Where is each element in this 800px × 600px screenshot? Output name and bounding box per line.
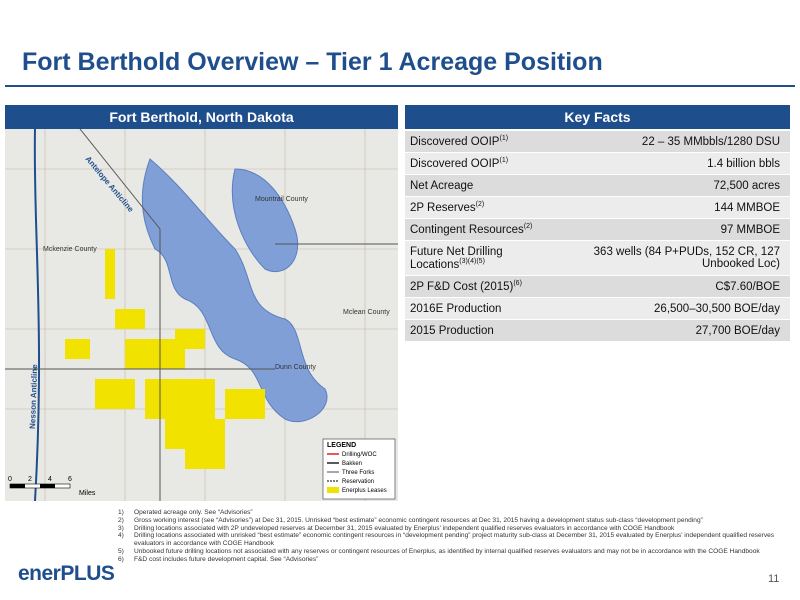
map-label: Mclean County	[343, 309, 390, 316]
map-label: Nesson Anticline	[28, 364, 39, 429]
fact-note: (2)	[523, 223, 533, 231]
scale-bar: Miles 0 2 4 6	[8, 476, 96, 497]
footnotes: 1) Operated acreage only. See “Advisories…	[118, 509, 788, 564]
facts-table: Discovered OOIP(1) 22 – 35 MMbbls/1280 DS…	[405, 131, 790, 342]
fact-value: 144 MMBOE	[714, 201, 780, 214]
fact-row: Discovered OOIP(1) 22 – 35 MMbbls/1280 DS…	[405, 131, 790, 153]
fact-value: 26,500–30,500 BOE/day	[654, 302, 780, 315]
facts-header: Key Facts	[405, 105, 790, 129]
fact-label: 2015 Production	[410, 325, 550, 337]
logo: enerPLUS	[18, 562, 115, 585]
fact-row: 2P Reserves(2) 144 MMBOE	[405, 197, 790, 219]
footnote-num: 4)	[118, 532, 124, 540]
fact-value: 27,700 BOE/day	[695, 324, 780, 337]
fact-value: 97 MMBOE	[720, 223, 780, 236]
fact-value: 72,500 acres	[713, 179, 781, 192]
footnote-text: Drilling locations associated with unris…	[134, 532, 775, 548]
fact-value: C$7.60/BOE	[715, 280, 780, 293]
fact-value: 22 – 35 MMbbls/1280 DSU	[641, 135, 780, 148]
footnote-text: Operated acreage only. See “Advisories”	[134, 509, 253, 516]
fact-value: 1.4 billion bbls	[707, 157, 780, 170]
fact-value: 363 wells (84 P+PUDs, 152 CR, 127 Unbook…	[593, 246, 780, 270]
map: Antelope Anticline Nesson Anticline Moun…	[5, 129, 398, 501]
footnote: 3) Drilling locations associated with 2P …	[118, 525, 788, 533]
fact-label: Future Net Drilling Locations(3)(4)(5)	[410, 246, 550, 271]
fact-label: Discovered OOIP(1)	[410, 157, 550, 170]
footnote-num: 3)	[118, 524, 124, 532]
fact-note: (3)(4)(5)	[459, 257, 485, 265]
footnote-num: 6)	[118, 555, 124, 563]
footnote-num: 5)	[118, 547, 124, 555]
fact-label: 2P Reserves(2)	[410, 201, 550, 214]
fact-row: Net Acreage 72,500 acres	[405, 175, 790, 197]
legend-item: Enerplus Leases	[342, 488, 387, 494]
map-label: Mckenzie County	[43, 246, 97, 253]
fact-label-text: 2015 Production	[410, 324, 494, 337]
scale-unit: Miles	[79, 490, 96, 497]
legend-swatch	[327, 487, 339, 493]
map-label: Dunn County	[275, 364, 316, 371]
fact-label: 2P F&D Cost (2015)(6)	[410, 280, 550, 293]
scale-tick: 2	[28, 476, 32, 483]
legend-item: Bakken	[342, 461, 362, 467]
fact-row: 2P F&D Cost (2015)(6) C$7.60/BOE	[405, 276, 790, 298]
fact-row: Contingent Resources(2) 97 MMBOE	[405, 219, 790, 241]
fact-label: Net Acreage	[410, 180, 550, 192]
fact-label-text: 2016E Production	[410, 302, 502, 315]
map-label: Mountrail County	[255, 196, 308, 203]
footnote-num: 2)	[118, 516, 124, 524]
footnote-text: Drilling locations associated with 2P un…	[134, 524, 675, 532]
fact-label-text: Future Net Drilling Locations	[410, 245, 503, 271]
fact-label-text: 2P F&D Cost (2015)	[410, 280, 514, 293]
legend-item: Drilling/WOC	[342, 452, 377, 458]
slide-title: Fort Berthold Overview – Tier 1 Acreage …	[22, 48, 603, 76]
county-lines	[5, 129, 398, 501]
fact-label-text: 2P Reserves	[410, 201, 476, 214]
fact-note: (6)	[513, 280, 522, 288]
legend-item: Reservation	[342, 479, 374, 485]
footnote: 5) Unbooked future drilling locations not…	[118, 548, 788, 556]
fact-label-text: Contingent Resources	[410, 223, 524, 236]
fact-row: 2016E Production 26,500–30,500 BOE/day	[405, 298, 790, 320]
legend: LEGEND Drilling/WOC Bakken Three Forks Rese…	[322, 438, 396, 500]
anticline	[33, 129, 41, 501]
fact-label-text: Discovered OOIP	[410, 157, 500, 170]
footnote: 1) Operated acreage only. See “Advisories…	[118, 509, 788, 517]
fact-label: Contingent Resources(2)	[410, 223, 550, 236]
fact-row: Discovered OOIP(1) 1.4 billion bbls	[405, 153, 790, 175]
leases	[65, 249, 265, 469]
fact-label-text: Discovered OOIP	[410, 135, 500, 148]
legend-item: Three Forks	[342, 470, 374, 476]
footnote: 6) F&D cost includes future development c…	[118, 556, 788, 564]
map-header: Fort Berthold, North Dakota	[5, 105, 398, 129]
fact-note: (1)	[499, 157, 509, 165]
footnote: 2) Gross working interest (see “Advisorie…	[118, 517, 788, 525]
footnote-text: Unbooked future drilling locations not a…	[134, 547, 760, 555]
fact-label: Discovered OOIP(1)	[410, 135, 550, 148]
fact-label: 2016E Production	[410, 303, 550, 315]
fact-note: (1)	[499, 135, 509, 143]
page-number: 11	[768, 573, 780, 585]
fact-note: (2)	[475, 201, 485, 209]
footnote-text: F&D cost includes future development cap…	[134, 555, 319, 563]
legend-title: LEGEND	[327, 442, 356, 449]
footnote-num: 1)	[118, 509, 124, 516]
scale-tick: 6	[68, 476, 72, 483]
footnote: 4) Drilling locations associated with unr…	[118, 532, 788, 548]
scale-tick: 0	[8, 476, 12, 483]
footnote-text: Gross working interest (see “Advisories”…	[134, 516, 703, 524]
fact-label-text: Net Acreage	[410, 179, 474, 192]
lake	[141, 158, 328, 423]
fact-row: 2015 Production 27,700 BOE/day	[405, 320, 790, 342]
scale-tick: 4	[48, 476, 52, 483]
title-rule	[5, 85, 795, 87]
fact-row: Future Net Drilling Locations(3)(4)(5) 36…	[405, 241, 790, 276]
